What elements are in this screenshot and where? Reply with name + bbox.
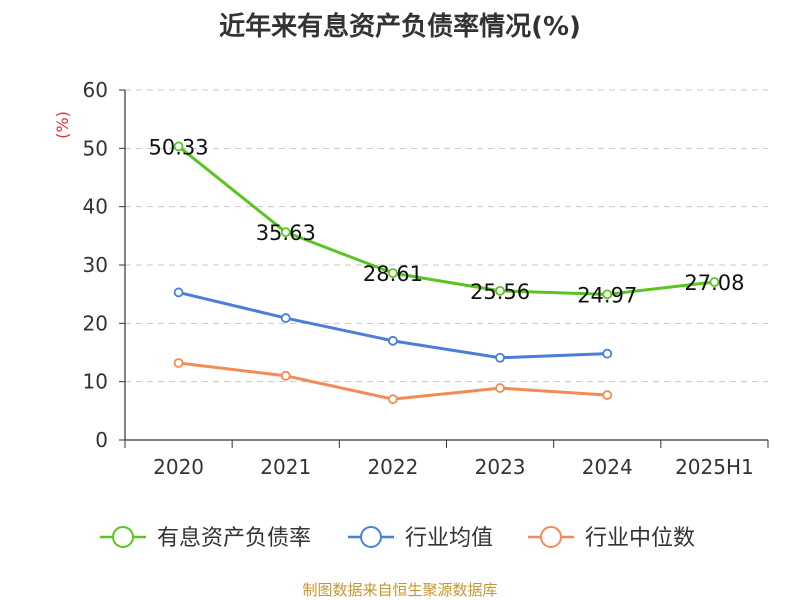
legend-marker — [360, 526, 382, 548]
data-point — [173, 141, 184, 152]
legend-item-2: 行业中位数 — [528, 526, 695, 551]
legend-item-0: 有息资产负债率 — [100, 526, 311, 551]
data-label: 24.97 — [577, 283, 637, 307]
series-line — [178, 290, 608, 360]
legend-marker — [112, 526, 134, 548]
y-tick-label: 40 — [83, 195, 108, 219]
data-point — [280, 227, 291, 238]
data-point — [280, 313, 291, 323]
data-point — [495, 285, 505, 296]
y-tick-label: 20 — [83, 311, 108, 335]
data-point — [173, 287, 184, 298]
x-tick-label: 2022 — [367, 455, 418, 479]
data-label: 25.56 — [470, 280, 530, 304]
y-tick-label: 0 — [95, 428, 108, 452]
y-tick-label: 50 — [83, 136, 108, 160]
x-tick-label: 2021 — [260, 455, 311, 479]
y-tick-label: 60 — [83, 78, 108, 102]
series-0 — [173, 141, 720, 300]
data-point — [388, 335, 398, 346]
data-point — [495, 383, 505, 393]
y-tick-label: 10 — [83, 370, 108, 394]
legend: 有息资产负债率 行业均值 行业中位数 — [100, 526, 695, 551]
series-line — [177, 145, 715, 296]
legend-label: 行业中位数 — [585, 526, 695, 551]
data-label: 27.08 — [684, 271, 744, 295]
chart-title: 近年来有息资产负债率情况(%) — [219, 12, 581, 42]
x-tick-label: 2025H1 — [675, 455, 754, 479]
data-point — [280, 370, 291, 381]
data-point — [388, 394, 398, 405]
series-1 — [173, 287, 613, 363]
data-point — [602, 289, 613, 300]
series-2 — [173, 358, 613, 405]
grid-lines — [125, 89, 768, 383]
series-line — [178, 361, 608, 401]
data-point — [602, 348, 613, 359]
series-lines — [173, 141, 720, 405]
axes: 0 10 20 30 40 50 60 2020 2021 2022 2023 2024 2025H1 (… — [53, 78, 769, 479]
legend-label: 有息资产负债率 — [157, 526, 311, 551]
legend-marker — [540, 526, 562, 548]
data-point — [388, 268, 398, 279]
data-labels: 50.33 35.63 28.61 25.56 24.97 27.08 — [149, 135, 745, 307]
y-axis-label: (%) — [53, 111, 72, 139]
y-tick-label: 30 — [83, 253, 108, 277]
x-tick-label: 2020 — [153, 455, 204, 479]
data-label: 50.33 — [149, 135, 209, 159]
data-label: 28.61 — [363, 262, 423, 286]
legend-item-1: 行业均值 — [348, 526, 493, 551]
legend-label: 行业均值 — [405, 526, 493, 551]
data-point — [602, 390, 613, 400]
data-label: 35.63 — [256, 221, 316, 245]
data-point — [495, 352, 505, 363]
source-note: 制图数据来自恒生聚源数据库 — [302, 581, 498, 599]
data-point — [709, 277, 720, 287]
x-tick-label: 2024 — [582, 455, 633, 479]
data-point — [173, 358, 184, 368]
x-tick-label: 2023 — [475, 455, 526, 479]
